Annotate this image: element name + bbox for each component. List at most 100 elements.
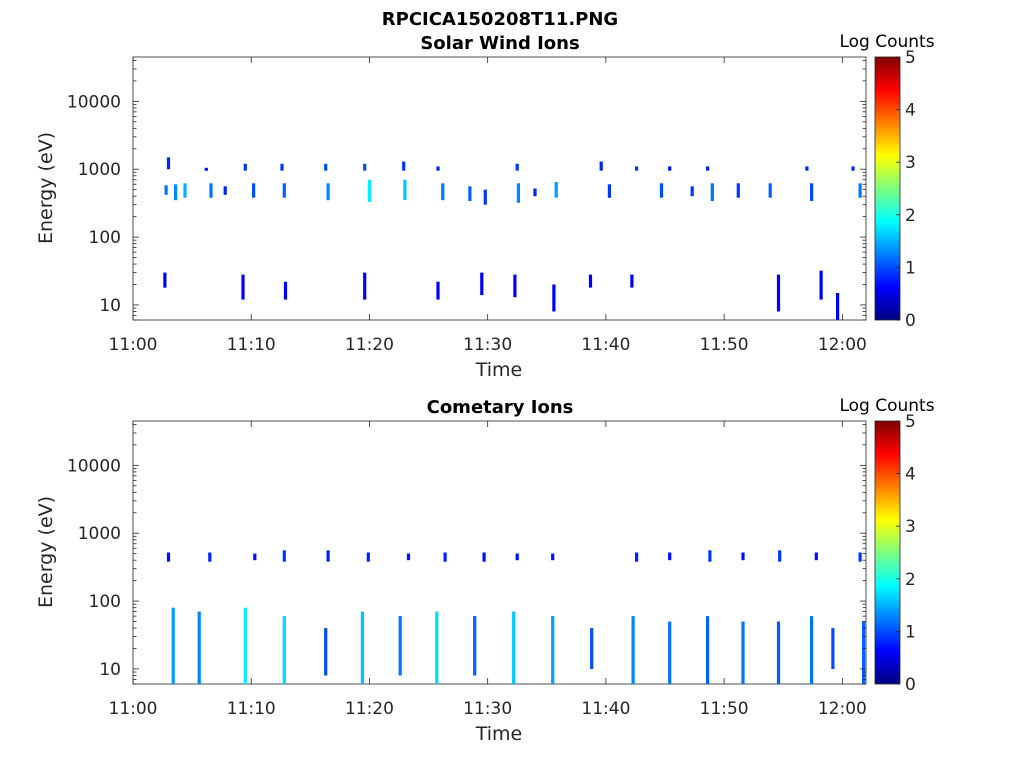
heatmap-cell [283,281,288,300]
y-tick-label: 100 [89,228,121,248]
x-tick-label: 11:50 [700,699,749,719]
heatmap-cell [515,553,519,561]
heatmap-cell [635,552,639,562]
colorbar-cometary [874,420,901,685]
colorbar-tick-label: 2 [905,570,916,590]
heatmap-cell [776,274,781,312]
colorbar-tick-label: 4 [905,465,916,485]
heatmap-cell [810,183,814,201]
heatmap-cell [282,616,286,684]
heatmap-cell [435,611,439,684]
heatmap-cell [831,628,835,669]
heatmap-cell [706,166,710,171]
heatmap-cell [402,161,406,171]
heatmap-cell [690,186,694,197]
heatmap-cell [241,274,245,300]
heatmap-cell [243,163,247,171]
heatmap-cell [741,621,745,684]
y-ticks-solar-wind: 10 100 1000 10000 [67,60,866,321]
heatmap-cell [599,161,603,171]
heatmap-cell [443,552,447,562]
y-ticks-cometary: 10 100 1000 10000 [67,424,866,685]
heatmap-cell [166,552,171,562]
y-axis-label-cometary: Energy (eV) [35,496,57,608]
colorbar-solar-wind [874,56,901,321]
heatmap-cell [659,183,664,198]
heatmap-cell [403,179,407,201]
heatmap-cell [280,163,284,171]
heatmap-cell [163,272,167,288]
heatmap-cell [776,621,781,684]
heatmap-cell [243,607,247,684]
heatmap-cell [483,189,487,205]
colorbar-tick-label: 1 [905,622,916,642]
x-tick-label: 11:00 [109,699,158,719]
colorbar-tick-label: 4 [905,101,916,121]
x-tick-label: 11:10 [227,699,276,719]
heatmap-cell [554,181,558,198]
heatmap-cell [166,157,171,170]
x-ticks-cometary: 11:00 11:10 11:20 11:30 11:40 11:50 12:00 [109,421,867,719]
heatmap-cell [324,628,328,676]
x-tick-label: 11:40 [581,699,630,719]
colorbar-tick-label: 3 [905,153,916,173]
heatmap-cell [436,281,440,300]
y-tick-label: 10000 [67,456,121,476]
colorbar-tick-label: 2 [905,206,916,226]
colorbar-tick-label: 1 [905,258,916,278]
heatmap-cell [223,186,227,195]
figure-title: RPCICA150208T11.PNG [382,9,618,30]
heatmap-cell [253,553,257,561]
heatmap-cell [512,611,516,684]
colorbar-tick-label: 0 [905,311,916,331]
heatmap-cells-solar-wind [163,157,862,320]
heatmap-cell [533,188,537,197]
y-tick-label: 10 [99,296,121,316]
heatmap-cell [706,616,710,684]
heatmap-cell [326,183,330,201]
panel-title-cometary: Cometary Ions [427,397,574,418]
heatmap-cell [197,611,201,684]
heatmap-cell [810,616,814,684]
x-tick-label: 11:30 [463,699,512,719]
heatmap-cell [836,293,840,320]
heatmap-cell [516,183,520,203]
x-tick-label: 11:20 [345,335,394,355]
panel-solar-wind: Solar Wind Ions 11:00 11:10 11:20 11:30 11:4… [35,32,935,381]
x-tick-label: 11:10 [227,335,276,355]
colorbar-ticks-solar-wind: 0 1 2 3 4 5 [896,48,916,331]
y-tick-label: 100 [89,592,121,612]
heatmap-cell [708,550,712,562]
heatmap-cell [366,552,370,562]
colorbar-tick-label: 3 [905,517,916,537]
heatmap-cell [406,553,411,561]
panel-title-solar-wind: Solar Wind Ions [420,33,579,54]
heatmap-cell [851,166,855,171]
x-axis-label-cometary: Time [475,723,523,745]
colorbar-ticks-cometary: 0 1 2 3 4 5 [896,412,916,695]
y-tick-label: 1000 [78,524,121,544]
heatmap-cell [819,270,823,300]
heatmap-cell [367,179,372,202]
heatmap-cell [551,616,555,684]
heatmap-cell [858,552,862,562]
heatmap-cell [164,185,168,195]
x-tick-label: 11:00 [109,335,158,355]
heatmap-cell [814,552,818,561]
colorbar-tick-label: 5 [905,412,916,432]
x-ticks-solar-wind: 11:00 11:10 11:20 11:30 11:40 11:50 12:00 [109,57,867,355]
colorbar-tick-label: 5 [905,48,916,68]
heatmap-cell [326,550,330,562]
heatmap-cell [515,163,519,171]
heatmap-cell [630,274,634,288]
heatmap-cell [398,616,402,676]
plot-area-cometary [132,420,867,685]
colorbar-tick-label: 0 [905,675,916,695]
heatmap-cell [607,184,611,198]
x-axis-label-solar-wind: Time [475,359,523,381]
heatmap-cell [668,166,672,171]
heatmap-cell [668,552,672,561]
heatmap-cell [513,274,517,298]
x-tick-label: 11:30 [463,335,512,355]
